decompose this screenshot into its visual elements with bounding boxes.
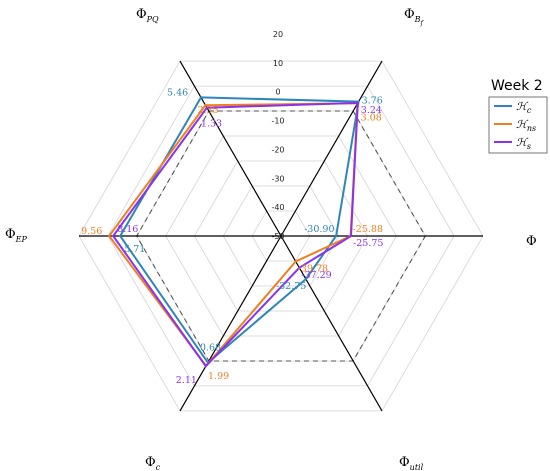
tick-label: -50 [271, 232, 284, 241]
value-label: -37.29 [301, 270, 331, 281]
value-label: -32.75 [276, 281, 306, 292]
tick-label: -10 [271, 117, 284, 126]
value-label: 3.24 [361, 105, 382, 116]
value-label: 1.99 [208, 371, 229, 382]
legend-entry: ℋs [516, 136, 531, 151]
value-label: 3.76 [362, 96, 383, 107]
value-label: 3.08 [361, 112, 382, 123]
axis-spoke [179, 60, 282, 237]
value-label: 5.71 [124, 244, 145, 255]
axis-labels: ΦPQ ΦBf Φ Φutil Φc ΦEP [5, 7, 537, 471]
legend-entry: ℋc [516, 100, 532, 115]
axis-label: Φc [145, 455, 161, 471]
value-label: 2.35 [198, 105, 219, 116]
value-label: 5.46 [167, 87, 188, 98]
axis-label: ΦBf [404, 7, 425, 27]
value-label: 8.16 [117, 224, 138, 235]
tick-label: -40 [271, 203, 284, 212]
radial-ticks: -50 -40 -30 -20 -10 0 10 20 [271, 30, 284, 241]
legend-entry: ℋns [516, 118, 536, 133]
axis-label: ΦPQ [136, 7, 159, 24]
value-label: -39.78 [298, 264, 328, 275]
tick-label: 0 [275, 88, 280, 97]
value-labels: 5.46 3.76 -30.90 -32.75 0.68 5.71 2.35 3.08 -25.… [81, 87, 383, 386]
tick-label: -30 [271, 174, 284, 183]
axis-label: Φ [526, 234, 537, 249]
tick-label: 10 [273, 59, 283, 68]
value-label: 1.33 [201, 119, 222, 130]
legend-title: Week 2 [491, 78, 543, 94]
value-label: 2.11 [176, 375, 197, 386]
value-label: 9.56 [81, 226, 102, 237]
tick-label: -20 [271, 145, 284, 154]
value-label: -25.88 [353, 224, 383, 235]
axis-spoke [280, 60, 383, 237]
axis-label: ΦEP [5, 227, 28, 244]
series-line-h-c [119, 96, 360, 365]
axis-spoke [179, 235, 282, 412]
tick-label: 20 [273, 30, 283, 39]
series-line-h-s [111, 101, 359, 368]
axis-spoke [280, 235, 383, 412]
value-label: 0.68 [200, 343, 221, 354]
series-polygons [107, 96, 360, 368]
legend: Week 2 ℋc ℋns ℋs [488, 78, 548, 154]
axis-label: Φutil [399, 455, 424, 471]
value-label: -30.90 [304, 224, 334, 235]
value-label: -25.75 [353, 238, 383, 249]
